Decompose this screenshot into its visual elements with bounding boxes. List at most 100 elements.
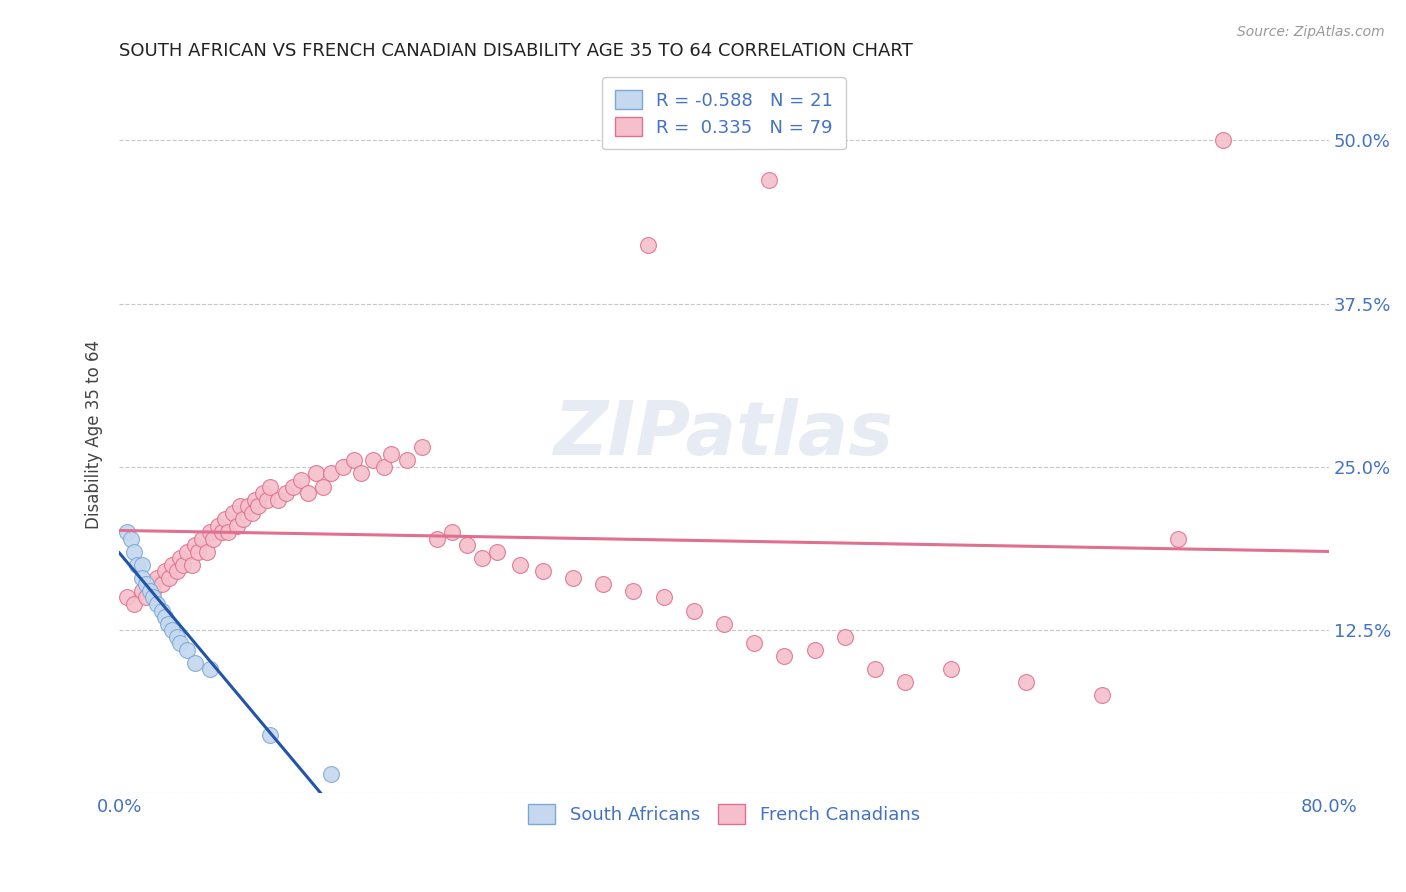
Point bbox=[124, 597, 146, 611]
Point bbox=[211, 525, 233, 540]
Point bbox=[198, 662, 221, 676]
Point bbox=[319, 766, 342, 780]
Text: Source: ZipAtlas.com: Source: ZipAtlas.com bbox=[1237, 25, 1385, 39]
Point bbox=[240, 506, 263, 520]
Point bbox=[229, 499, 252, 513]
Point bbox=[426, 532, 449, 546]
Point bbox=[166, 565, 188, 579]
Point bbox=[894, 675, 917, 690]
Point bbox=[259, 728, 281, 742]
Point bbox=[214, 512, 236, 526]
Point bbox=[232, 512, 254, 526]
Point bbox=[713, 616, 735, 631]
Point bbox=[332, 459, 354, 474]
Point bbox=[343, 453, 366, 467]
Point bbox=[305, 467, 328, 481]
Point bbox=[115, 591, 138, 605]
Point bbox=[198, 525, 221, 540]
Point bbox=[411, 440, 433, 454]
Point bbox=[124, 545, 146, 559]
Point bbox=[803, 642, 825, 657]
Point bbox=[153, 610, 176, 624]
Point bbox=[380, 447, 402, 461]
Point bbox=[138, 584, 160, 599]
Point bbox=[621, 584, 644, 599]
Point bbox=[187, 545, 209, 559]
Point bbox=[141, 584, 163, 599]
Point bbox=[1212, 134, 1234, 148]
Point bbox=[350, 467, 373, 481]
Point bbox=[256, 492, 278, 507]
Point bbox=[201, 532, 224, 546]
Point bbox=[259, 479, 281, 493]
Point bbox=[157, 571, 180, 585]
Point bbox=[245, 492, 267, 507]
Point bbox=[169, 551, 191, 566]
Point bbox=[531, 565, 554, 579]
Point bbox=[1091, 689, 1114, 703]
Point bbox=[312, 479, 335, 493]
Y-axis label: Disability Age 35 to 64: Disability Age 35 to 64 bbox=[86, 340, 103, 529]
Point bbox=[682, 603, 704, 617]
Point bbox=[226, 518, 249, 533]
Point bbox=[146, 597, 169, 611]
Point bbox=[131, 584, 153, 599]
Text: ZIPatlas: ZIPatlas bbox=[554, 398, 894, 471]
Point bbox=[471, 551, 494, 566]
Point bbox=[221, 506, 243, 520]
Point bbox=[561, 571, 583, 585]
Point bbox=[195, 545, 218, 559]
Point bbox=[290, 473, 312, 487]
Point bbox=[440, 525, 463, 540]
Point bbox=[592, 577, 614, 591]
Point bbox=[281, 479, 304, 493]
Point bbox=[939, 662, 962, 676]
Point bbox=[456, 538, 478, 552]
Point bbox=[191, 532, 214, 546]
Point bbox=[509, 558, 531, 572]
Point bbox=[217, 525, 239, 540]
Point bbox=[120, 532, 142, 546]
Point bbox=[153, 565, 176, 579]
Point bbox=[160, 558, 183, 572]
Point bbox=[115, 525, 138, 540]
Point bbox=[361, 453, 384, 467]
Point bbox=[486, 545, 509, 559]
Point bbox=[758, 172, 780, 186]
Point bbox=[184, 656, 207, 670]
Point bbox=[297, 486, 319, 500]
Point bbox=[150, 577, 173, 591]
Point bbox=[169, 636, 191, 650]
Point bbox=[207, 518, 229, 533]
Point bbox=[247, 499, 270, 513]
Point bbox=[236, 499, 259, 513]
Point bbox=[773, 649, 796, 664]
Point bbox=[156, 616, 179, 631]
Point bbox=[150, 603, 173, 617]
Point bbox=[176, 545, 198, 559]
Point bbox=[373, 459, 395, 474]
Point bbox=[1167, 532, 1189, 546]
Point bbox=[166, 630, 188, 644]
Point bbox=[176, 642, 198, 657]
Point bbox=[742, 636, 765, 650]
Point bbox=[172, 558, 194, 572]
Point bbox=[160, 623, 183, 637]
Point bbox=[319, 467, 342, 481]
Point bbox=[135, 591, 157, 605]
Legend: South Africans, French Canadians: South Africans, French Canadians bbox=[517, 793, 931, 835]
Point bbox=[395, 453, 418, 467]
Point bbox=[138, 577, 160, 591]
Point bbox=[146, 571, 169, 585]
Point bbox=[141, 591, 163, 605]
Point bbox=[131, 558, 153, 572]
Point bbox=[252, 486, 274, 500]
Point bbox=[131, 571, 153, 585]
Point bbox=[834, 630, 856, 644]
Point bbox=[184, 538, 207, 552]
Point bbox=[274, 486, 297, 500]
Point bbox=[652, 591, 675, 605]
Point bbox=[1015, 675, 1038, 690]
Text: SOUTH AFRICAN VS FRENCH CANADIAN DISABILITY AGE 35 TO 64 CORRELATION CHART: SOUTH AFRICAN VS FRENCH CANADIAN DISABIL… bbox=[120, 42, 912, 60]
Point bbox=[127, 558, 149, 572]
